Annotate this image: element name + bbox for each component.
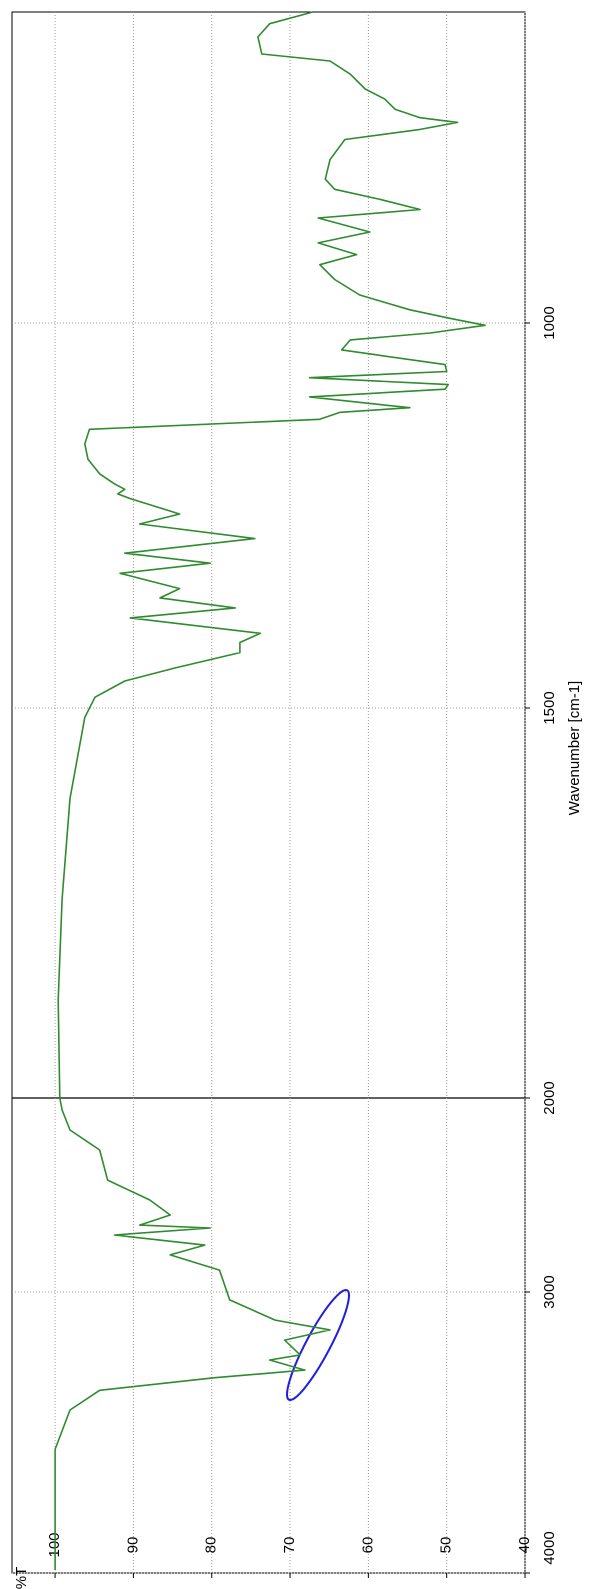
y-axis-label: %T <box>13 1567 30 1589</box>
x-tick-label: 4000 <box>541 1531 558 1564</box>
spectrum-line <box>54 11 486 1571</box>
plot-frame <box>11 11 526 1574</box>
x-axis-label: Wavenumber [cm-1] <box>566 681 583 815</box>
x-tick-label: 1500 <box>541 691 558 724</box>
y-tick-label: 80 <box>203 1537 220 1554</box>
x-tick-label: 3000 <box>541 1275 558 1308</box>
y-tick-label: 90 <box>124 1537 141 1554</box>
y-tick-label: 40 <box>516 1537 533 1554</box>
x-tick-label: 1000 <box>541 306 558 339</box>
x-tick-label: 2000 <box>541 1081 558 1114</box>
highlight-ellipse <box>286 1288 350 1402</box>
y-tick-label: 60 <box>359 1537 376 1554</box>
y-tick-label: 50 <box>438 1537 455 1554</box>
y-tick-label: 70 <box>281 1537 298 1554</box>
